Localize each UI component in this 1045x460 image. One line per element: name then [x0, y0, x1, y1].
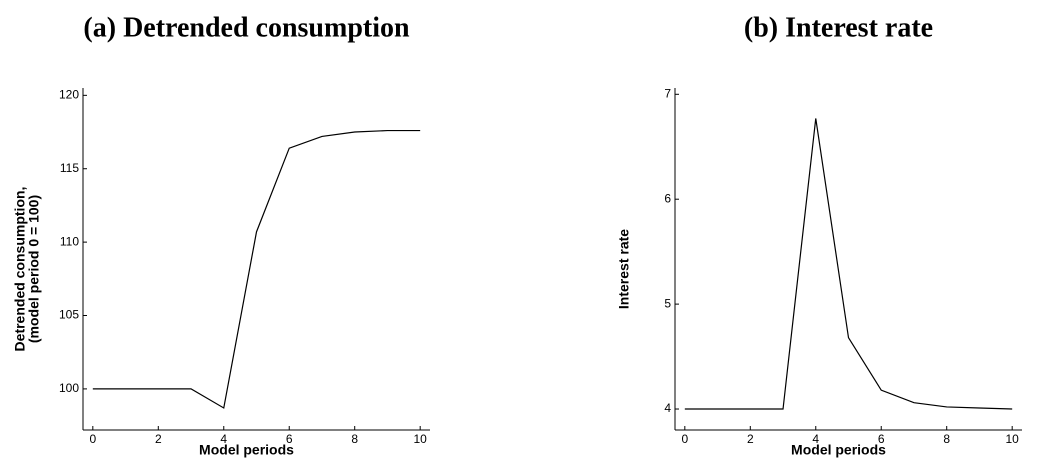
- x-tick-label: 6: [286, 432, 293, 446]
- y-tick-label: 120: [59, 88, 79, 102]
- x-tick-label: 8: [351, 432, 358, 446]
- y-tick-label: 6: [664, 191, 671, 205]
- y-axis-label: Interest rate: [616, 229, 632, 309]
- data-line: [684, 118, 1013, 410]
- y-tick-label: 115: [60, 161, 79, 175]
- x-tick-label: 4: [812, 432, 819, 446]
- x-tick-label: 2: [155, 432, 162, 446]
- y-tick-label: 105: [59, 308, 79, 322]
- data-line: [92, 129, 421, 409]
- x-tick-label: 0: [681, 432, 688, 446]
- y-tick-label: 4: [664, 401, 671, 415]
- x-tick-label: 10: [1005, 432, 1019, 446]
- x-tick-label: 6: [878, 432, 885, 446]
- x-tick-label: 10: [413, 432, 427, 446]
- y-tick-label: 110: [60, 234, 79, 248]
- chart-title: (a) Detrended consumption: [83, 12, 410, 43]
- x-tick-label: 0: [89, 432, 96, 446]
- x-tick-label: 4: [220, 432, 227, 446]
- x-tick-label: 8: [943, 432, 950, 446]
- chart-title: (b) Interest rate: [744, 12, 933, 43]
- x-axis-label: Model periods: [199, 442, 294, 458]
- y-tick-label: 5: [664, 296, 671, 310]
- y-tick-label: 100: [59, 381, 79, 395]
- y-axis-label: (model period 0 = 100): [26, 195, 42, 343]
- x-axis-label: Model periods: [791, 442, 886, 458]
- y-axis-label: Detrended consumption,: [12, 187, 28, 352]
- x-tick-label: 2: [747, 432, 754, 446]
- y-tick-label: 7: [664, 86, 671, 100]
